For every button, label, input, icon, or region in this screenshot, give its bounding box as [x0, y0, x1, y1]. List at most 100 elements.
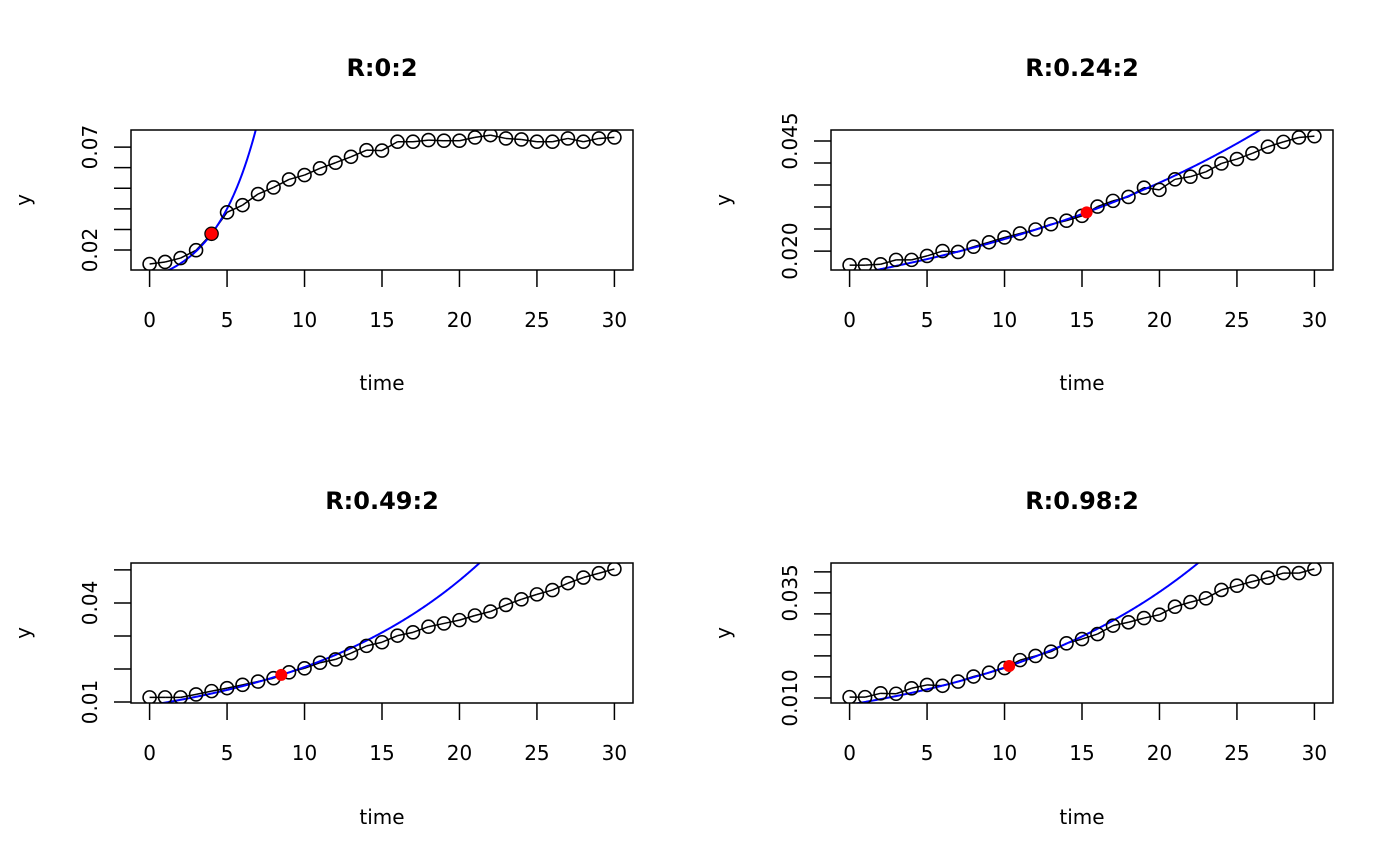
x-tick-label: 15: [369, 308, 394, 332]
connector-segment: [1236, 152, 1253, 160]
data-point: [1183, 594, 1198, 610]
connector-segment: [552, 582, 569, 591]
x-tick-label: 15: [1069, 308, 1094, 332]
x-axis-label: time: [359, 805, 404, 829]
data-point: [1121, 614, 1136, 630]
data-point: [873, 686, 888, 701]
connector-segment: [412, 626, 429, 634]
data-point: [1291, 565, 1307, 581]
data-point: [966, 239, 981, 254]
observed-connectors: [149, 134, 615, 265]
data-point: [157, 690, 173, 703]
data-point: [1214, 582, 1229, 598]
data-point: [312, 655, 328, 671]
data-point: [950, 674, 966, 689]
connector-segment: [350, 149, 367, 158]
connector-segment: [567, 576, 584, 584]
panel-title: R:0.49:2: [325, 487, 439, 515]
connector-segment: [911, 255, 928, 261]
x-tick-label: 20: [1147, 308, 1172, 332]
data-point: [374, 143, 390, 158]
connector-segment: [428, 139, 445, 142]
data-point: [436, 616, 452, 631]
data-point: [359, 638, 374, 654]
observed-connectors: [149, 568, 615, 699]
data-point: [935, 678, 950, 694]
data-point: [173, 690, 188, 703]
y-axis-label: y: [11, 194, 35, 206]
data-point: [1105, 618, 1121, 633]
plot-area: [142, 563, 622, 703]
connector-segment: [257, 186, 274, 195]
x-tick-label: 15: [1069, 741, 1094, 765]
data-point: [1276, 565, 1291, 581]
connector-segment: [180, 249, 197, 259]
data-point: [842, 257, 857, 270]
data-point: [919, 677, 935, 693]
connector-segment: [350, 645, 367, 654]
data-point: [328, 652, 343, 667]
x-tick-label: 5: [221, 308, 234, 332]
connector-segment: [1004, 232, 1021, 239]
data-point: [467, 608, 483, 623]
x-tick-label: 20: [447, 308, 472, 332]
plot-box: [830, 562, 1334, 704]
connector-segment: [1097, 200, 1114, 208]
highlight-point: [1003, 660, 1016, 673]
data-point: [1307, 563, 1322, 577]
data-point: [405, 134, 421, 150]
connector-segment: [1066, 215, 1083, 222]
y-axis: 0.020 0.045: [778, 112, 831, 280]
x-tick-label: 20: [1147, 741, 1172, 765]
connector-segment: [988, 236, 1005, 243]
data-point: [919, 248, 935, 264]
connector-segment: [288, 174, 305, 181]
data-point: [1229, 151, 1245, 167]
data-point: [219, 680, 235, 696]
connector-segment: [1221, 158, 1238, 165]
connector-segment: [1267, 572, 1284, 579]
data-point: [483, 130, 498, 143]
data-point: [607, 130, 622, 145]
connector-segment: [911, 684, 928, 690]
connector-segment: [1252, 146, 1269, 155]
connector-segment: [1267, 141, 1284, 148]
plot-area: [142, 130, 622, 270]
x-axis-label: time: [1059, 805, 1104, 829]
connector-segment: [1190, 597, 1207, 603]
data-point: [591, 131, 607, 146]
data-point: [142, 256, 157, 270]
x-tick-label: 0: [843, 308, 856, 332]
connector-segment: [490, 604, 507, 613]
plot-box: [130, 129, 634, 271]
connector-segment: [397, 631, 414, 637]
data-point: [904, 680, 919, 696]
observed-points: [842, 130, 1322, 270]
data-point: [452, 612, 467, 628]
connector-segment: [490, 134, 507, 140]
plot-box: [830, 129, 1334, 271]
data-point: [1121, 189, 1136, 205]
data-point: [452, 133, 467, 149]
data-point: [1136, 610, 1152, 626]
connector-segment: [1174, 175, 1191, 181]
data-point: [250, 674, 266, 689]
data-point: [576, 134, 591, 150]
plot-box: [130, 562, 634, 704]
data-point: [1291, 130, 1307, 145]
data-point: [343, 645, 359, 661]
connector-segment: [149, 261, 166, 265]
y-tick-label: 0.07: [78, 125, 102, 170]
panel-bottom-left: R:0.49:2 time y 0 5 10 15 20 25 30 0.01 0.04: [11, 487, 634, 829]
data-point: [514, 132, 529, 147]
connector-segment: [474, 134, 491, 139]
data-point: [888, 686, 904, 702]
highlight-point: [1080, 206, 1093, 219]
panel-title: R:0.24:2: [1025, 54, 1139, 82]
connector-segment: [1252, 576, 1269, 583]
connector-segment: [1097, 624, 1114, 635]
connector-segment: [536, 589, 553, 596]
x-axis: 0 5 10 15 20 25 30: [843, 703, 1327, 765]
connector-segment: [1298, 135, 1315, 139]
